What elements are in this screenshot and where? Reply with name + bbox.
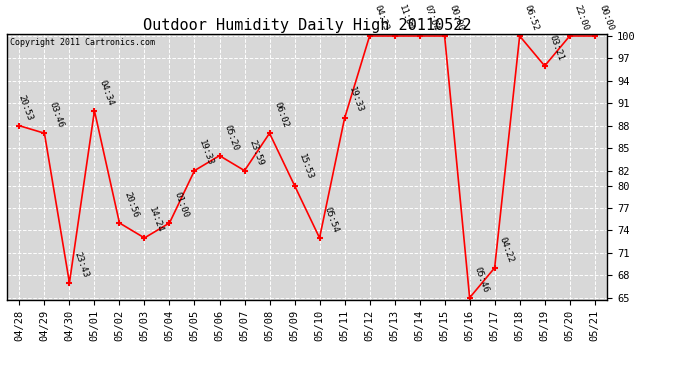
Text: 00:00: 00:00 [447, 3, 465, 32]
Text: 05:20: 05:20 [222, 123, 240, 152]
Text: 03:21: 03:21 [547, 33, 565, 62]
Text: 23:59: 23:59 [247, 138, 265, 166]
Text: 00:00: 00:00 [598, 3, 615, 32]
Text: 07:04: 07:04 [422, 3, 440, 32]
Text: 04:23: 04:23 [373, 3, 390, 32]
Text: 11:04: 11:04 [397, 3, 415, 32]
Text: Copyright 2011 Cartronics.com: Copyright 2011 Cartronics.com [10, 38, 155, 47]
Text: 20:53: 20:53 [17, 93, 34, 122]
Text: 23:43: 23:43 [72, 250, 90, 279]
Text: 06:02: 06:02 [273, 101, 290, 129]
Text: 20:56: 20:56 [122, 190, 140, 219]
Text: 03:46: 03:46 [47, 101, 65, 129]
Text: 14:24: 14:24 [147, 206, 165, 234]
Text: 22:00: 22:00 [573, 3, 590, 32]
Title: Outdoor Humidity Daily High 20110522: Outdoor Humidity Daily High 20110522 [143, 18, 471, 33]
Text: 04:34: 04:34 [97, 78, 115, 106]
Text: 06:52: 06:52 [522, 3, 540, 32]
Text: 04:22: 04:22 [497, 236, 515, 264]
Text: 05:46: 05:46 [473, 265, 490, 294]
Text: 19:33: 19:33 [347, 86, 365, 114]
Text: 01:00: 01:00 [172, 190, 190, 219]
Text: 15:53: 15:53 [297, 153, 315, 182]
Text: 19:33: 19:33 [197, 138, 215, 166]
Text: 05:54: 05:54 [322, 206, 340, 234]
